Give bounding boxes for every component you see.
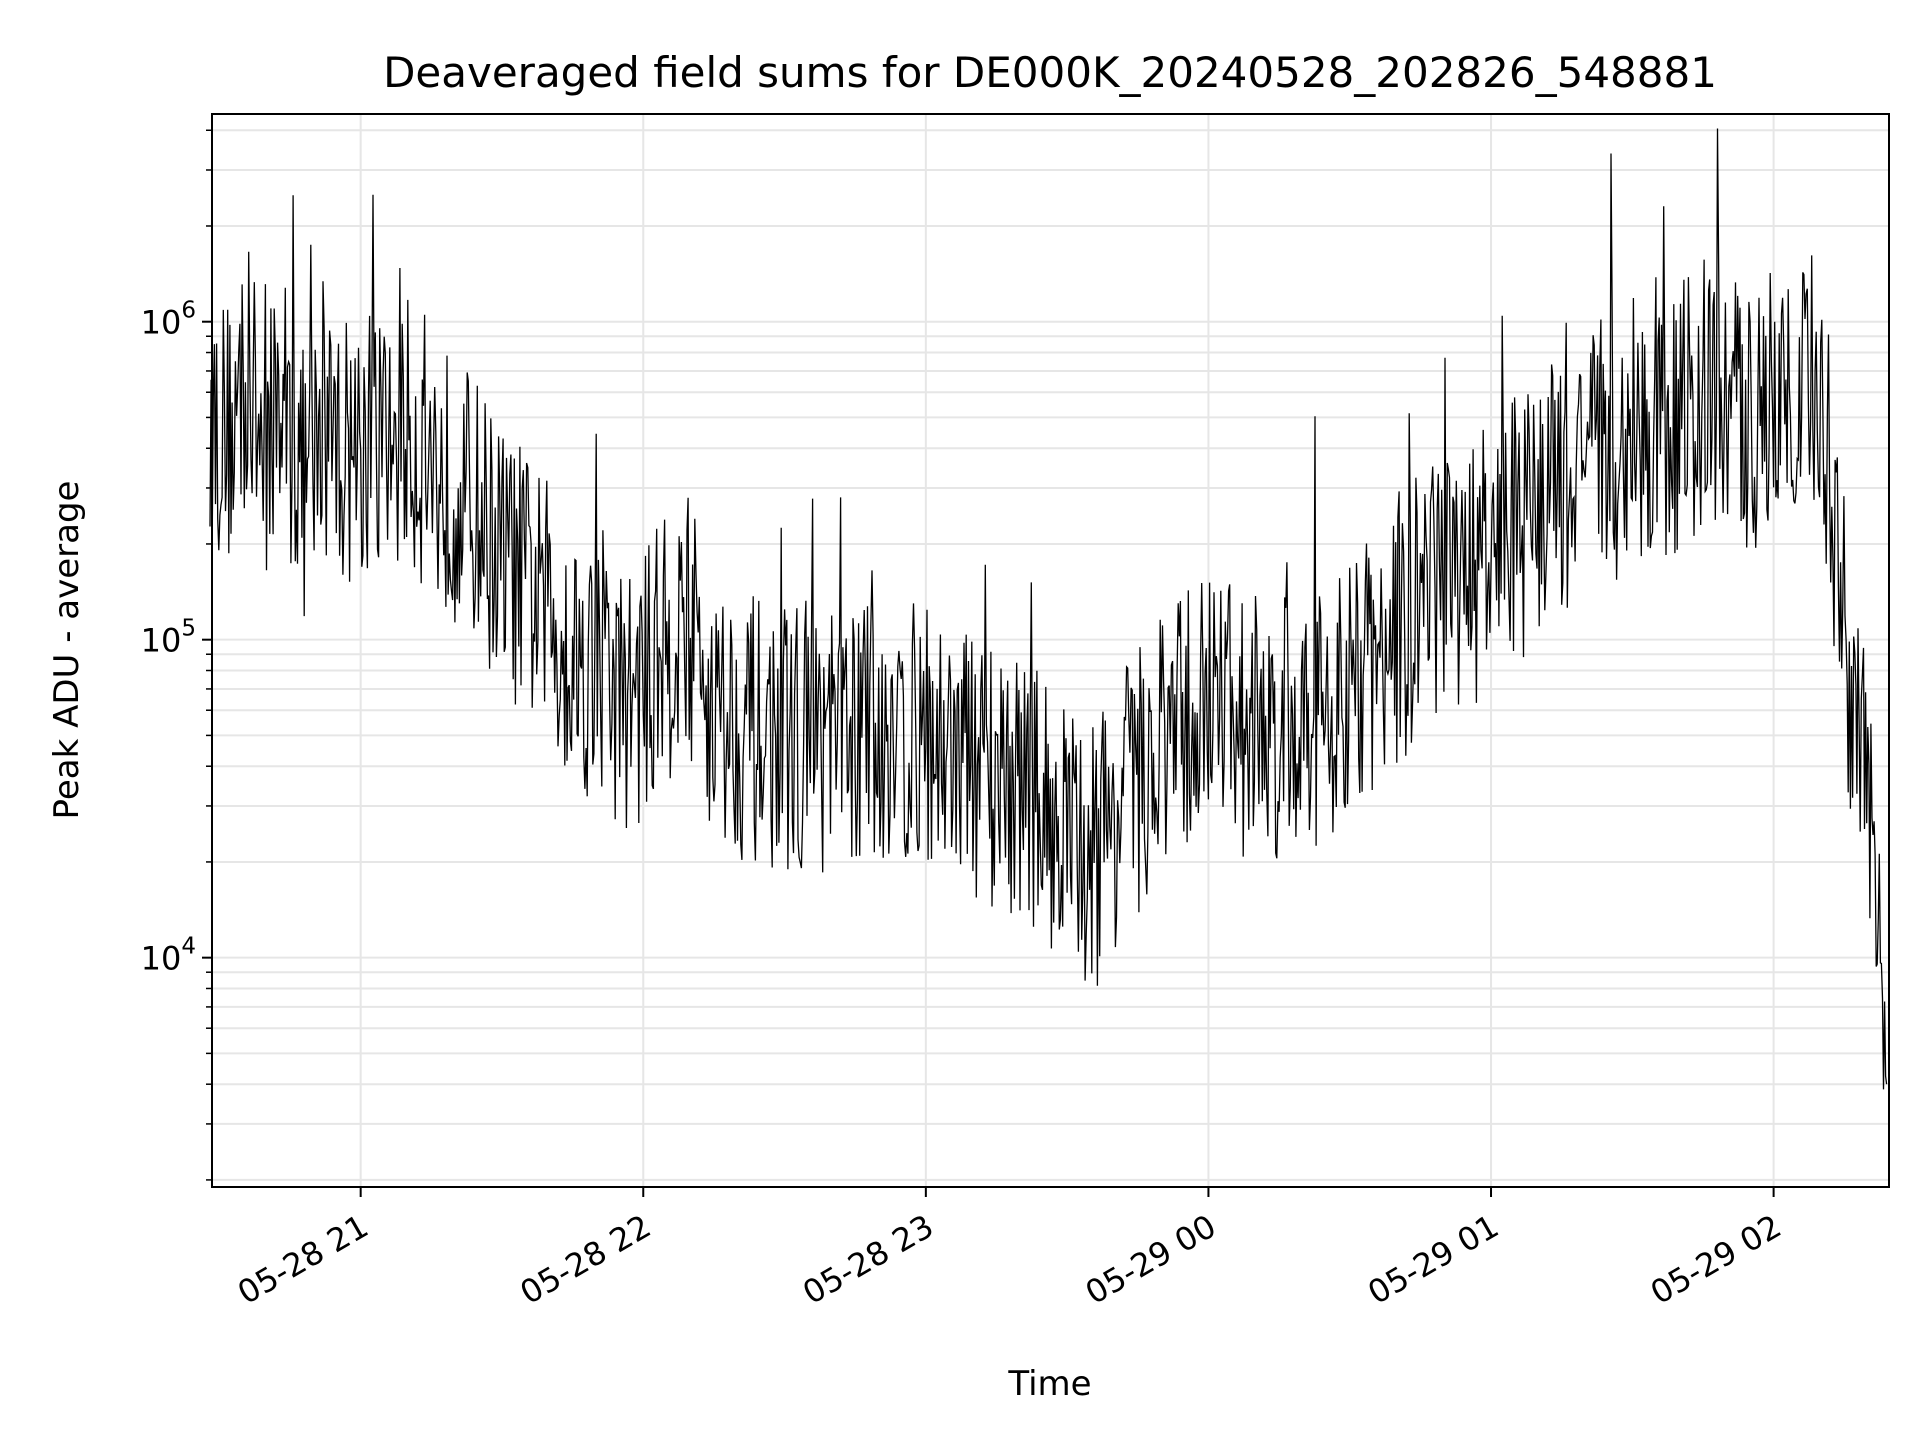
y-tick-label: 106 xyxy=(141,298,196,342)
y-tick-label: 104 xyxy=(141,934,196,978)
chart-title: Deaveraged field sums for DE000K_2024052… xyxy=(383,48,1717,97)
x-axis-label: Time xyxy=(1007,1364,1091,1404)
grid xyxy=(212,114,1889,1187)
y-tick-label: 105 xyxy=(141,616,196,660)
plot-frame xyxy=(211,113,1890,1188)
series-layer xyxy=(209,128,1888,1090)
y-axis: 104 105 106 xyxy=(141,129,212,1181)
series-line xyxy=(209,128,1888,1090)
y-axis-label: Peak ADU - average xyxy=(47,481,87,820)
